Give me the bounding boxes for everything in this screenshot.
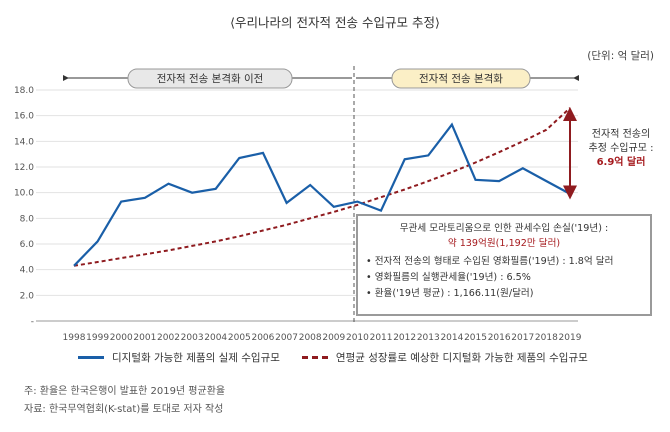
legend-solid-swatch	[78, 356, 104, 359]
x-tick-label: 2018	[535, 333, 558, 343]
y-tick-label: 10.0	[14, 189, 34, 199]
legend-dashed-swatch	[301, 356, 328, 359]
x-tick-label: 2019	[559, 333, 582, 343]
y-tick-label: 4.0	[20, 266, 35, 276]
x-tick-label: 2003	[181, 333, 204, 343]
x-tick-label: 2005	[228, 333, 251, 343]
y-tick-label: -	[31, 317, 34, 327]
gap-annotation-value: 6.9억 달러	[596, 157, 646, 168]
tariff-info-box: 무관세 모라토리움으로 인한 관세수입 손실('19년) : 약 139억원(1…	[356, 214, 652, 316]
y-axis-ticks: 18.0 16.0 14.0 12.0 10.0 8.0 6.0 4.0 2.0 -	[14, 86, 34, 327]
info-box-title: 무관세 모라토리움으로 인한 관세수입 손실('19년) :	[399, 223, 609, 234]
info-box-bullet-3: • 환율('19년 평균) : 1,166.11(원/달러)	[366, 288, 534, 299]
x-tick-label: 2008	[299, 333, 322, 343]
info-box-bullet-1: • 전자적 전송의 형태로 수입된 영화필름('19년) : 1.8억 달러	[366, 256, 614, 267]
y-tick-label: 12.0	[14, 163, 34, 173]
x-axis-ticks: 1998 1999 2000 2001 2002 2003 2004 2005 2006 2007…	[63, 333, 582, 343]
x-tick-label: 2011	[370, 333, 393, 343]
x-tick-label: 2017	[511, 333, 534, 343]
unit-label: (단위: 억 달러)	[587, 50, 654, 62]
x-tick-label: 2006	[251, 333, 274, 343]
chart-title: ⟨우리나라의 전자적 전송 수입규모 추정⟩	[230, 15, 440, 30]
gap-annotation-line2: 추정 수입규모 :	[588, 143, 654, 154]
x-tick-label: 2015	[464, 333, 487, 343]
x-tick-label: 2009	[322, 333, 345, 343]
y-tick-label: 18.0	[14, 86, 34, 96]
x-tick-label: 1999	[86, 333, 109, 343]
x-tick-label: 2013	[417, 333, 440, 343]
legend-expected-label: 연평균 성장률로 예상한 디지털화 가능한 제품의 수입규모	[335, 352, 588, 364]
footnote-source: 자료: 한국무역협회(K-stat)를 토대로 저자 작성	[24, 404, 224, 415]
series-expected-line	[73, 107, 571, 267]
legend-actual-label: 디지털화 가능한 제품의 실제 수입규모	[112, 352, 280, 364]
info-box-bullet-2: • 영화필름의 실행관세율('19년) : 6.5%	[366, 272, 531, 283]
x-tick-label: 1998	[63, 333, 86, 343]
x-tick-label: 2004	[204, 333, 227, 343]
footnote-exchange: 주: 환율은 한국은행이 발표한 2019년 평균환율	[24, 386, 226, 397]
y-tick-label: 14.0	[14, 137, 34, 147]
y-tick-label: 16.0	[14, 112, 34, 122]
x-tick-label: 2014	[440, 333, 463, 343]
x-tick-label: 2016	[488, 333, 511, 343]
y-tick-label: 2.0	[20, 291, 35, 301]
x-tick-label: 2007	[275, 333, 298, 343]
era-before-label: 전자적 전송 본격화 이전	[157, 72, 264, 85]
gap-annotation: 전자적 전송의 추정 수입규모 : 6.9억 달러	[582, 128, 660, 170]
era-after-label: 전자적 전송 본격화	[419, 72, 503, 85]
y-tick-label: 6.0	[20, 240, 35, 250]
era-before-box	[127, 68, 293, 89]
legend-item-actual: 디지털화 가능한 제품의 실제 수입규모	[78, 350, 280, 365]
x-tick-label: 2002	[157, 333, 180, 343]
y-tick-label: 8.0	[20, 214, 35, 224]
x-tick-label: 2010	[346, 333, 369, 343]
legend-item-expected: 연평균 성장률로 예상한 디지털화 가능한 제품의 수입규모	[301, 350, 588, 365]
series-actual-line	[73, 122, 571, 267]
info-box-highlight: 약 139억원(1,192만 달러)	[447, 238, 561, 249]
gap-annotation-line1: 전자적 전송의	[591, 129, 651, 140]
era-after-box	[391, 68, 531, 89]
x-tick-label: 2001	[133, 333, 156, 343]
legend: 디지털화 가능한 제품의 실제 수입규모 연평균 성장률로 예상한 디지털화 가…	[78, 350, 610, 365]
x-tick-label: 2000	[110, 333, 133, 343]
x-tick-label: 2012	[393, 333, 416, 343]
